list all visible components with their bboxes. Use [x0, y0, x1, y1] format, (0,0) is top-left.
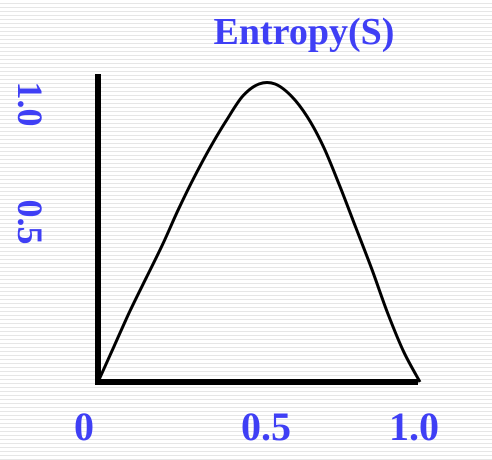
entropy-curve — [98, 83, 420, 383]
chart-title: Entropy(S) — [214, 11, 395, 53]
y-tick-label: 1.0 — [10, 82, 50, 127]
y-tick-labels: 1.0 0.5 — [10, 82, 50, 245]
x-tick-label: 1.0 — [389, 404, 439, 449]
y-tick-label: 0.5 — [10, 200, 50, 245]
x-tick-labels: 0 0.5 1.0 — [74, 404, 439, 449]
x-tick-label: 0.5 — [241, 404, 291, 449]
x-tick-label: 0 — [74, 404, 94, 449]
